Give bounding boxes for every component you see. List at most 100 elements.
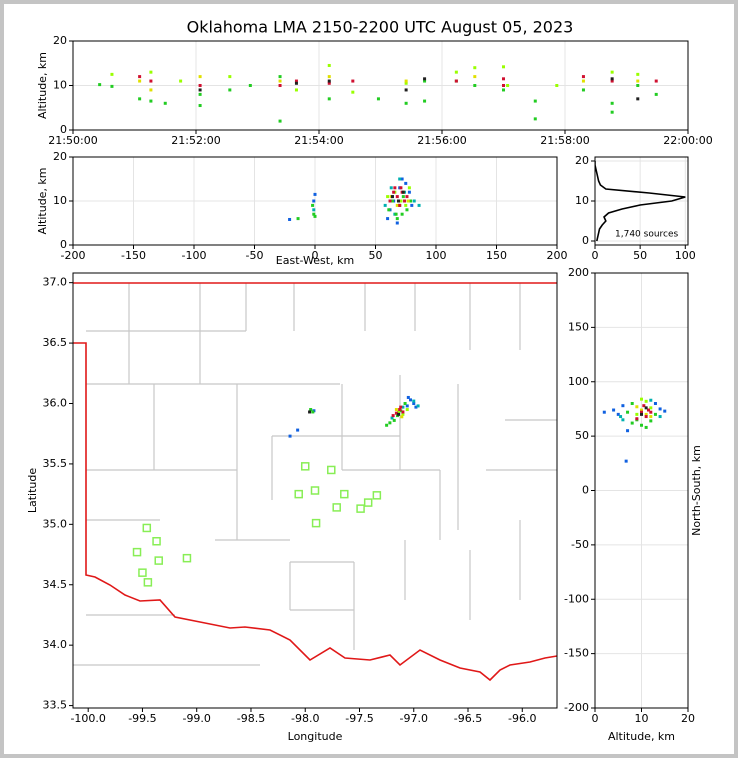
plot-area <box>73 41 688 130</box>
x-tick-label: -98.0 <box>291 712 319 725</box>
source-point <box>621 418 625 422</box>
source-point <box>399 186 403 190</box>
station <box>311 518 321 528</box>
x-tick-label: 100 <box>426 249 447 262</box>
source-point <box>401 195 405 199</box>
source-point <box>401 190 405 194</box>
source-point <box>390 416 394 420</box>
station <box>372 491 382 500</box>
source-point <box>654 79 658 83</box>
source-point <box>640 412 643 416</box>
station <box>340 489 349 499</box>
source-point <box>417 203 421 207</box>
source-point <box>138 79 142 83</box>
axes-frame <box>594 156 689 246</box>
source-point <box>296 217 300 221</box>
source-point <box>612 408 616 412</box>
source-point <box>408 398 412 402</box>
source-point <box>385 423 389 427</box>
source-point <box>649 415 653 419</box>
y-tick-label: 20 <box>575 154 589 167</box>
source-point <box>405 408 409 412</box>
source-point <box>376 97 380 101</box>
source-point <box>393 186 397 190</box>
source-point <box>405 208 409 212</box>
source-point <box>658 415 662 419</box>
y-tick-label: -50 <box>571 538 589 551</box>
source-point <box>138 97 142 101</box>
source-point <box>312 212 316 216</box>
plot-area <box>73 157 557 245</box>
source-point <box>610 110 614 114</box>
station <box>154 556 163 565</box>
chart-title: Oklahoma LMA 2150-2200 UTC August 05, 20… <box>187 18 574 37</box>
x-tick-label: -200 <box>61 249 86 262</box>
source-point <box>392 418 396 422</box>
source-point <box>658 407 662 411</box>
source-point <box>149 99 153 103</box>
source-point <box>404 81 408 85</box>
source-point <box>327 97 331 101</box>
source-point <box>312 199 316 203</box>
source-point <box>399 405 403 409</box>
altitude-histogram <box>595 161 686 242</box>
source-point <box>278 119 282 123</box>
source-point <box>149 88 153 92</box>
source-point <box>502 65 505 69</box>
source-point <box>401 412 405 416</box>
source-point <box>98 83 102 87</box>
source-point <box>635 405 639 409</box>
source-point <box>391 414 395 418</box>
source-point <box>581 79 585 83</box>
source-point <box>610 70 614 74</box>
source-point <box>410 203 414 207</box>
source-point <box>602 410 606 414</box>
x-tick-label: 10 <box>635 712 649 725</box>
source-point <box>581 75 585 79</box>
x-tick-label: -99.5 <box>128 712 156 725</box>
source-point <box>407 190 411 194</box>
source-point <box>198 84 202 87</box>
station <box>132 547 142 557</box>
source-point <box>138 75 142 79</box>
source-point <box>630 421 634 425</box>
source-point <box>414 405 418 409</box>
source-point <box>412 402 416 405</box>
source-point <box>640 410 643 414</box>
y-axis-label: Altitude, km <box>36 167 49 234</box>
source-point <box>383 203 387 207</box>
x-tick-label: 21:56:00 <box>417 134 466 147</box>
source-point <box>405 404 409 408</box>
source-point <box>454 79 458 83</box>
x-tick-label: 100 <box>675 249 696 262</box>
station <box>143 578 153 587</box>
y-tick-label: 0 <box>60 123 67 136</box>
source-point <box>308 410 312 414</box>
source-point <box>502 77 505 81</box>
county-lines <box>73 283 557 666</box>
source-point <box>555 84 559 87</box>
source-point <box>654 92 658 96</box>
x-tick-label: 21:52:00 <box>171 134 220 147</box>
source-point <box>395 221 399 225</box>
source-point <box>640 397 643 401</box>
source-point <box>626 429 630 433</box>
annotation: 1,740 sources <box>615 230 679 240</box>
source-point <box>649 410 653 414</box>
station <box>363 498 373 507</box>
y-tick-label: 10 <box>53 79 67 92</box>
x-tick-label: 20 <box>681 712 695 725</box>
source-point <box>644 412 648 416</box>
source-point <box>640 423 643 427</box>
source-point <box>395 195 399 199</box>
source-point <box>288 434 292 438</box>
source-point <box>636 97 640 101</box>
source-point <box>635 417 639 421</box>
plot-area <box>132 395 420 587</box>
source-point <box>630 402 634 405</box>
x-axis-label: Longitude <box>288 730 343 743</box>
source-point <box>387 208 391 212</box>
x-tick-label: 200 <box>547 249 568 262</box>
x-tick-label: -97.0 <box>400 712 428 725</box>
